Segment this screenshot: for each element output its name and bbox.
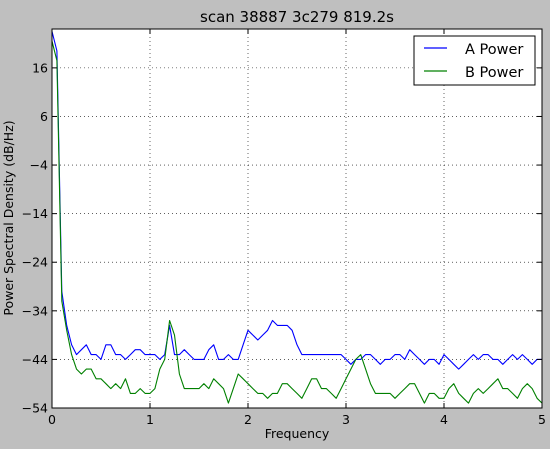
grid xyxy=(52,29,542,408)
chart-title: scan 38887 3c279 819.2s xyxy=(200,8,394,26)
series-lines xyxy=(51,31,543,404)
x-tick-labels: 0 1 2 3 4 5 xyxy=(48,412,546,427)
x-tick-label: 2 xyxy=(244,412,252,427)
x-tick-label: 4 xyxy=(440,412,448,427)
y-tick-label: −34 xyxy=(22,303,48,318)
y-tick-label: −4 xyxy=(30,158,48,173)
legend: A Power B Power xyxy=(413,35,536,86)
y-tick-label: 16 xyxy=(32,60,48,75)
y-tick-label: 6 xyxy=(40,109,48,124)
x-axis-label: Frequency xyxy=(265,426,330,441)
y-tick-label: −44 xyxy=(22,352,48,367)
plot-area xyxy=(52,29,542,408)
series-line-b-power xyxy=(51,40,543,404)
legend-label-a-power: A Power xyxy=(465,42,523,58)
y-tick-label: −24 xyxy=(22,255,48,270)
x-tick-label: 0 xyxy=(48,412,56,427)
legend-box xyxy=(413,35,536,86)
y-tick-label: −54 xyxy=(22,401,48,416)
x-tick-label: 1 xyxy=(146,412,154,427)
series-line-a-power xyxy=(51,31,542,370)
y-tick-label: −14 xyxy=(22,206,48,221)
y-axis-label: Power Spectral Density (dB/Hz) xyxy=(1,120,16,315)
legend-label-b-power: B Power xyxy=(465,65,523,81)
x-tick-label: 5 xyxy=(538,412,546,427)
ticks xyxy=(51,29,543,409)
y-tick-labels: 16 6 −4 −14 −24 −34 −44 −54 xyxy=(22,60,48,415)
axes-frame xyxy=(51,28,543,409)
x-tick-label: 3 xyxy=(342,412,350,427)
